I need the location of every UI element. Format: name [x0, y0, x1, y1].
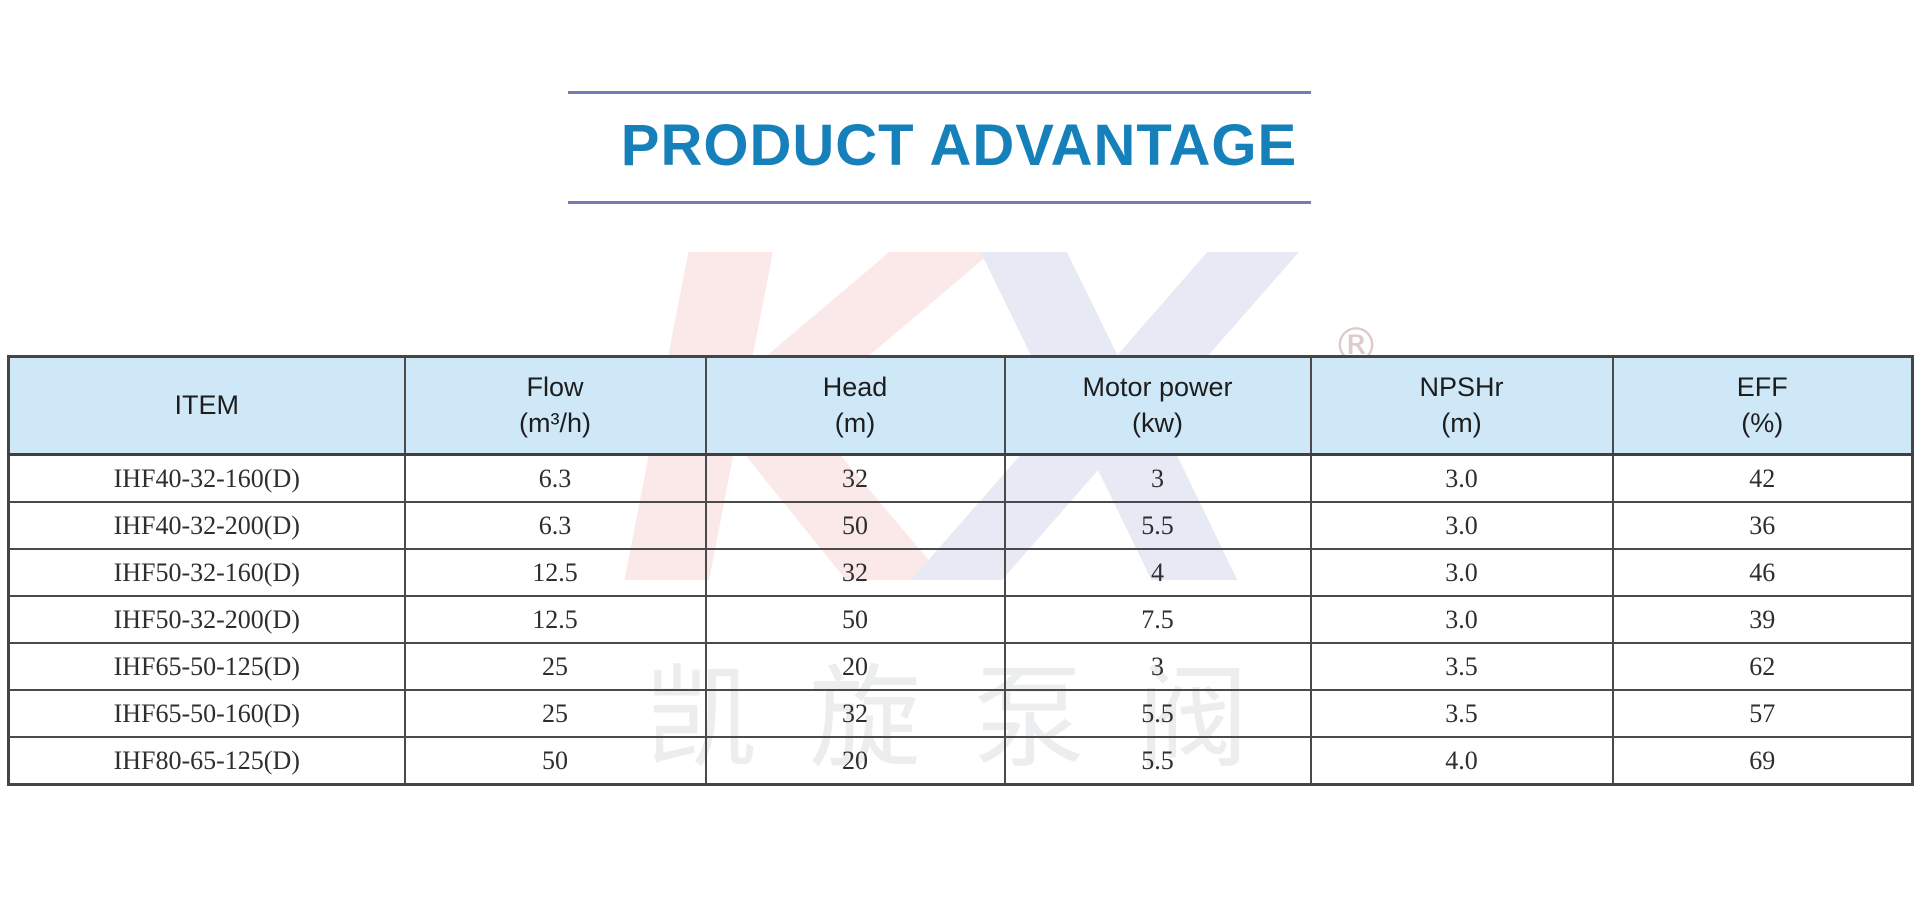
value-cell: 4.0 [1309, 736, 1614, 786]
value-cell: 3 [1003, 642, 1312, 691]
value-cell: 5.5 [1003, 736, 1312, 786]
product-spec-table: ITEM Flow (m³/h) Head (m) Motor power (k… [7, 355, 1914, 786]
item-cell: IHF40-32-200(D) [7, 501, 406, 550]
page-title: PRODUCT ADVANTAGE [620, 113, 1298, 178]
header-unit: (%) [1741, 408, 1784, 438]
value-cell: 36 [1611, 501, 1914, 550]
value-cell: 12.5 [403, 595, 707, 644]
item-cell: IHF80-65-125(D) [7, 736, 406, 786]
item-cell: IHF50-32-160(D) [7, 548, 406, 597]
value-cell: 50 [403, 736, 707, 786]
value-cell: 32 [704, 689, 1006, 738]
value-cell: 6.3 [403, 501, 707, 550]
header-label: NPSHr [1419, 372, 1504, 402]
value-cell: 50 [704, 595, 1006, 644]
value-cell: 50 [704, 501, 1006, 550]
header-label: Motor power [1082, 372, 1233, 402]
header-unit: (m) [1441, 408, 1482, 438]
table-header: ITEM Flow (m³/h) Head (m) Motor power (k… [7, 355, 1914, 456]
header-unit: (kw) [1132, 408, 1183, 438]
table-body: IHF40-32-160(D) 6.3 32 3 3.0 42 IHF40-32-200(D… [7, 453, 1914, 786]
value-cell: 4 [1003, 548, 1312, 597]
value-cell: 69 [1611, 736, 1914, 786]
value-cell: 7.5 [1003, 595, 1312, 644]
value-cell: 5.5 [1003, 501, 1312, 550]
title-rule-bottom [568, 201, 1311, 204]
table-row: IHF40-32-200(D) 6.3 50 5.5 3.0 36 [7, 501, 1914, 550]
header-unit: (m) [834, 408, 876, 438]
value-cell: 3 [1003, 453, 1312, 503]
header-npshr: NPSHr (m) [1309, 355, 1614, 456]
item-cell: IHF65-50-160(D) [7, 689, 406, 738]
item-cell: IHF65-50-125(D) [7, 642, 406, 691]
header-eff: EFF (%) [1611, 355, 1914, 456]
header-row: ITEM Flow (m³/h) Head (m) Motor power (k… [7, 355, 1914, 456]
table-row: IHF50-32-160(D) 12.5 32 4 3.0 46 [7, 548, 1914, 597]
value-cell: 25 [403, 642, 707, 691]
value-cell: 46 [1611, 548, 1914, 597]
value-cell: 32 [704, 548, 1006, 597]
value-cell: 20 [704, 736, 1006, 786]
header-label: Head [822, 372, 888, 402]
header-unit: (m³/h) [519, 408, 591, 438]
value-cell: 3.5 [1309, 689, 1614, 738]
header-head: Head (m) [704, 355, 1006, 456]
value-cell: 5.5 [1003, 689, 1312, 738]
value-cell: 25 [403, 689, 707, 738]
value-cell: 39 [1611, 595, 1914, 644]
value-cell: 42 [1611, 453, 1914, 503]
header-label: EFF [1736, 372, 1788, 402]
value-cell: 62 [1611, 642, 1914, 691]
header-label: ITEM [174, 390, 240, 420]
table-row: IHF80-65-125(D) 50 20 5.5 4.0 69 [7, 736, 1914, 786]
value-cell: 6.3 [403, 453, 707, 503]
value-cell: 57 [1611, 689, 1914, 738]
table-row: IHF65-50-125(D) 25 20 3 3.5 62 [7, 642, 1914, 691]
value-cell: 3.5 [1309, 642, 1614, 691]
value-cell: 32 [704, 453, 1006, 503]
value-cell: 3.0 [1309, 453, 1614, 503]
item-cell: IHF50-32-200(D) [7, 595, 406, 644]
table-row: IHF50-32-200(D) 12.5 50 7.5 3.0 39 [7, 595, 1914, 644]
header-item: ITEM [7, 355, 406, 456]
table-row: IHF65-50-160(D) 25 32 5.5 3.5 57 [7, 689, 1914, 738]
item-cell: IHF40-32-160(D) [7, 453, 406, 503]
header-label: Flow [526, 372, 584, 402]
header-flow: Flow (m³/h) [403, 355, 707, 456]
value-cell: 3.0 [1309, 595, 1614, 644]
value-cell: 12.5 [403, 548, 707, 597]
value-cell: 3.0 [1309, 501, 1614, 550]
table-row: IHF40-32-160(D) 6.3 32 3 3.0 42 [7, 453, 1914, 503]
value-cell: 20 [704, 642, 1006, 691]
title-rule-top [568, 91, 1311, 94]
value-cell: 3.0 [1309, 548, 1614, 597]
header-motor-power: Motor power (kw) [1003, 355, 1312, 456]
